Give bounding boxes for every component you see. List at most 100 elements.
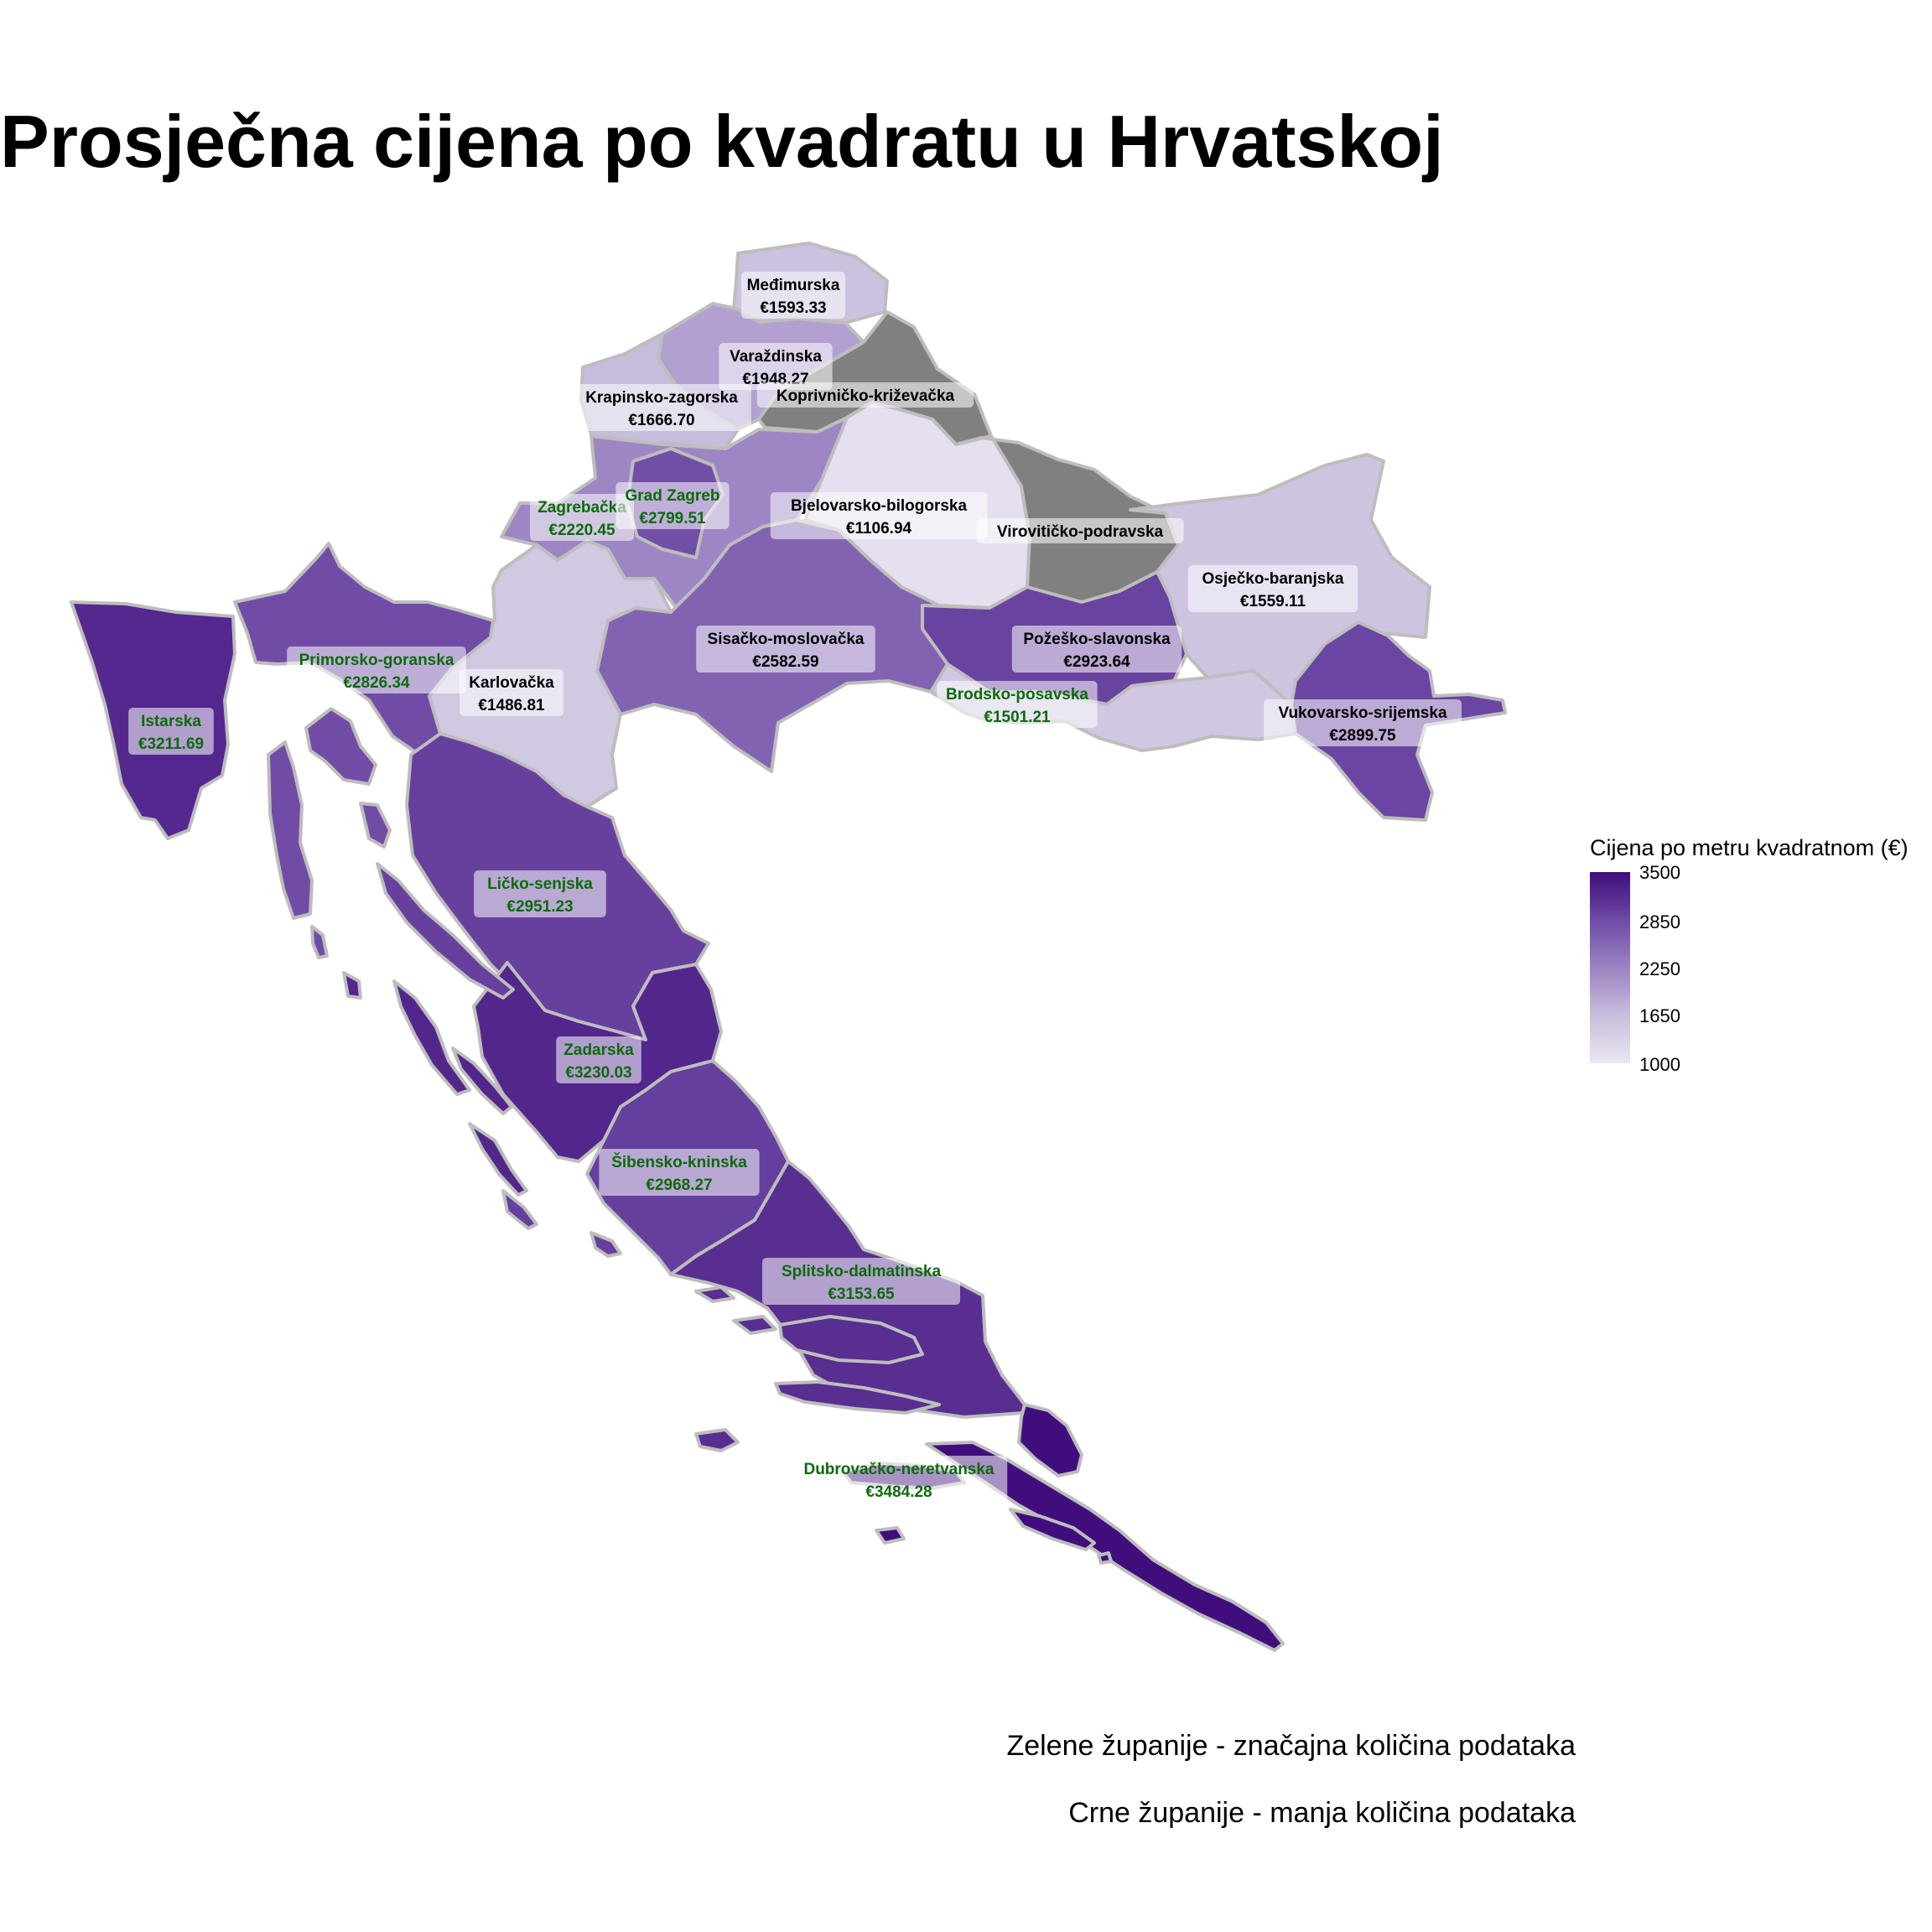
county-label-background bbox=[937, 681, 1098, 728]
legend-title: Cijena po metru kvadratnom (€) bbox=[1590, 835, 1909, 860]
island-losinj bbox=[310, 925, 329, 959]
county-label-background bbox=[615, 482, 730, 529]
county-label: Krapinsko-zagorska €1666.70 bbox=[572, 384, 751, 431]
county-price: €3230.03 bbox=[565, 1064, 631, 1082]
note-black-counties: Crne županije - manja količina podataka bbox=[1068, 1797, 1576, 1829]
island-brac bbox=[778, 1315, 924, 1364]
county-label: Grad Zagreb €2799.51 bbox=[615, 482, 730, 529]
county-label: Vukovarsko-srijemska €2899.75 bbox=[1264, 699, 1462, 746]
island-mljet bbox=[1009, 1508, 1096, 1551]
county-label-background bbox=[1264, 699, 1462, 746]
county-label: Zagrebačka €2220.45 bbox=[530, 494, 634, 541]
island-solta bbox=[732, 1315, 777, 1335]
county-label-background bbox=[976, 518, 1184, 543]
island-hvar bbox=[774, 1380, 941, 1415]
county-name: Koprivničko-križevačka bbox=[776, 387, 955, 405]
county-label-background bbox=[599, 1149, 760, 1196]
legend-tick: 3500 bbox=[1639, 862, 1680, 883]
county-name: Varaždinska bbox=[730, 348, 822, 366]
county-price: €3211.69 bbox=[138, 735, 204, 753]
county-label: Osječko-baranjska €1559.11 bbox=[1187, 565, 1358, 612]
county-name: Istarska bbox=[141, 713, 201, 730]
county-label-background bbox=[790, 1456, 1008, 1503]
county-name: Dubrovačko-neretvanska bbox=[803, 1461, 994, 1478]
county-price: €2799.51 bbox=[639, 510, 706, 527]
county-price: €1666.70 bbox=[628, 412, 694, 429]
county-price: €1106.94 bbox=[846, 520, 912, 538]
county-label: Ličko-senjska €2951.23 bbox=[474, 870, 606, 917]
county-label: Zadarska €3230.03 bbox=[556, 1036, 641, 1083]
county-price: €2951.23 bbox=[506, 898, 573, 916]
county-price: €3153.65 bbox=[828, 1285, 895, 1303]
island-murter bbox=[589, 1231, 622, 1258]
county-name: Ličko-senjska bbox=[487, 875, 593, 893]
county-label-background bbox=[556, 1036, 641, 1083]
island-lastovo bbox=[875, 1526, 906, 1545]
county-label: Primorsko-goranska €2826.34 bbox=[287, 647, 466, 693]
county-label: Dubrovačko-neretvanska €3484.28 bbox=[790, 1456, 1008, 1503]
county-label: Sisačko-moslovačka €2582.59 bbox=[696, 626, 875, 673]
county-name: Virovitičko-podravska bbox=[997, 523, 1164, 541]
county-price: €1593.33 bbox=[760, 299, 826, 317]
county-name: Krapinsko-zagorska bbox=[585, 389, 738, 407]
county-label-background bbox=[530, 494, 634, 541]
county-price: €1559.11 bbox=[1240, 593, 1306, 610]
island-drvenik bbox=[694, 1285, 735, 1303]
county-label: Splitsko-dalmatinska €3153.65 bbox=[762, 1258, 960, 1305]
county-name: Karlovačka bbox=[469, 674, 554, 692]
county-label-background bbox=[474, 870, 606, 917]
county-label-background bbox=[287, 647, 466, 693]
map-title: Prosječna cijena po kvadratu u Hrvatskoj bbox=[0, 100, 1444, 183]
legend-tick: 1000 bbox=[1639, 1054, 1680, 1075]
county-name: Brodsko-posavska bbox=[946, 686, 1088, 704]
county-name: Primorsko-goranska bbox=[299, 652, 454, 669]
island-lokrum bbox=[1097, 1551, 1113, 1565]
county-price: €2923.64 bbox=[1063, 653, 1130, 671]
county-label-background bbox=[572, 384, 751, 431]
county-label-background bbox=[756, 382, 974, 408]
county-label: Istarska €3211.69 bbox=[128, 708, 214, 755]
county-name: Osječko-baranjska bbox=[1202, 570, 1344, 588]
island-kornati bbox=[468, 1122, 528, 1197]
county-name: Zadarska bbox=[564, 1041, 634, 1059]
island-pag bbox=[376, 862, 515, 1000]
island-vis bbox=[694, 1428, 740, 1452]
county-name: Grad Zagreb bbox=[626, 487, 720, 505]
county-name: Požeško-slavonska bbox=[1023, 631, 1171, 648]
county-name: Zagrebačka bbox=[538, 499, 626, 517]
island-dugi-otok bbox=[392, 979, 471, 1096]
island-zirje bbox=[501, 1189, 538, 1230]
region-dubrovacko-neretvanska[interactable] bbox=[925, 1403, 1285, 1652]
county-label-background bbox=[460, 669, 564, 716]
county-label: Brodsko-posavska €1501.21 bbox=[937, 681, 1098, 728]
county-label: Varaždinska€1948.27 bbox=[719, 343, 833, 390]
county-label-background bbox=[719, 343, 833, 390]
county-label-background bbox=[1187, 565, 1358, 612]
county-label-background bbox=[1011, 626, 1182, 673]
county-label: Bjelovarsko-bilogorska €1106.94 bbox=[770, 492, 988, 539]
county-price: €3484.28 bbox=[865, 1483, 932, 1501]
county-label-background bbox=[770, 492, 988, 539]
island-silba bbox=[342, 971, 362, 1000]
county-name: Sisačko-moslovačka bbox=[708, 631, 865, 648]
county-price: €2582.59 bbox=[752, 653, 818, 671]
county-label: Šibensko-kninska €2968.27 bbox=[599, 1149, 760, 1196]
county-label-background bbox=[741, 272, 845, 319]
county-label: Karlovačka €1486.81 bbox=[460, 669, 564, 716]
county-label: Međimurska €1593.33 bbox=[741, 272, 845, 319]
county-label-background bbox=[696, 626, 875, 673]
legend-tick: 2250 bbox=[1639, 958, 1680, 979]
county-name: Šibensko-kninska bbox=[611, 1153, 747, 1171]
note-green-counties: Zelene županije - značajna količina poda… bbox=[1006, 1730, 1576, 1762]
county-name: Vukovarsko-srijemska bbox=[1278, 704, 1446, 722]
county-name: Bjelovarsko-bilogorska bbox=[791, 497, 968, 515]
island-ugljan bbox=[451, 1046, 513, 1115]
county-label: Požeško-slavonska €2923.64 bbox=[1011, 626, 1182, 673]
county-name: Međimurska bbox=[747, 277, 840, 294]
legend-tick: 1650 bbox=[1639, 1005, 1680, 1026]
county-price: €2968.27 bbox=[646, 1176, 712, 1194]
county-price: €1501.21 bbox=[984, 709, 1051, 726]
island-rab bbox=[359, 802, 392, 849]
legend-tick: 2850 bbox=[1639, 911, 1680, 932]
